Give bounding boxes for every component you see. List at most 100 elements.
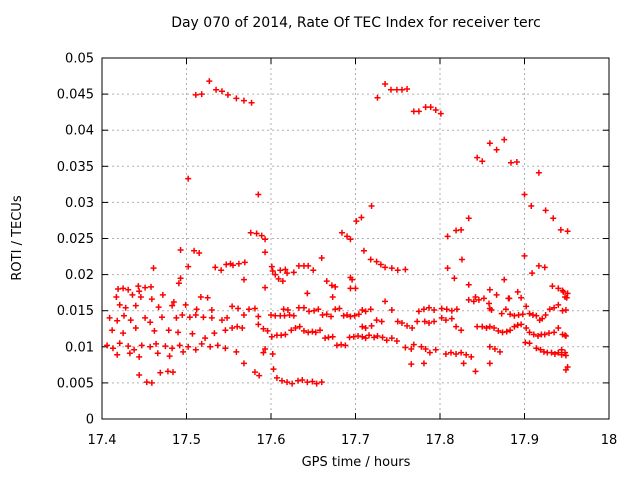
data-point (323, 311, 330, 318)
data-point (344, 312, 351, 319)
x-tick-label: 17.4 (88, 433, 117, 448)
data-point (213, 86, 220, 93)
data-point (523, 325, 530, 332)
data-point (310, 267, 317, 274)
data-point (300, 327, 307, 334)
data-point (562, 306, 569, 313)
data-point (453, 306, 460, 313)
data-point (175, 329, 182, 336)
data-point (562, 352, 569, 359)
data-point (562, 332, 569, 339)
data-point (208, 306, 215, 313)
data-point (175, 280, 182, 287)
data-point (192, 346, 199, 353)
data-point (299, 377, 306, 384)
data-point (472, 293, 479, 300)
data-point (234, 323, 241, 330)
data-point (382, 264, 389, 271)
data-point (404, 86, 411, 93)
data-point (142, 284, 149, 291)
data-point (120, 330, 127, 337)
data-point (198, 340, 205, 347)
data-point (120, 285, 127, 292)
data-point (311, 307, 318, 314)
data-point (229, 303, 236, 310)
data-point (197, 293, 204, 300)
data-point (132, 302, 139, 309)
data-point (132, 325, 139, 332)
data-point (422, 345, 429, 352)
data-point (402, 344, 409, 351)
data-point (150, 265, 157, 272)
data-point (458, 349, 465, 356)
data-point (442, 351, 449, 358)
data-point (240, 360, 247, 367)
data-point (151, 327, 158, 334)
data-point (154, 350, 161, 357)
y-tick-label: 0.01 (65, 340, 94, 355)
data-point (260, 349, 267, 356)
data-point (127, 317, 134, 324)
data-point (284, 270, 291, 277)
data-point (305, 262, 312, 269)
data-point (493, 291, 500, 298)
data-point (427, 104, 434, 111)
x-tick-label: 17.5 (172, 433, 201, 448)
y-tick-label: 0.04 (65, 124, 94, 139)
data-point (562, 349, 569, 356)
data-point (465, 296, 472, 303)
data-point (383, 337, 390, 344)
data-point (116, 340, 123, 347)
data-point (472, 368, 479, 375)
data-point (483, 325, 490, 332)
data-point (394, 267, 401, 274)
data-point (262, 284, 269, 291)
data-point (206, 78, 213, 85)
data-point (437, 110, 444, 117)
data-point (207, 343, 214, 350)
data-point (368, 322, 375, 329)
data-point (541, 331, 548, 338)
data-point (501, 136, 508, 143)
data-point (258, 232, 265, 239)
data-point (135, 283, 142, 290)
data-point (393, 338, 400, 345)
data-point (269, 351, 276, 358)
data-point (352, 285, 359, 292)
data-point (153, 340, 160, 347)
data-point (564, 290, 571, 297)
data-point (235, 305, 242, 312)
data-point (272, 312, 279, 319)
data-point (426, 349, 433, 356)
data-point (408, 361, 415, 368)
data-point (548, 349, 555, 356)
data-point (281, 312, 288, 319)
data-point (148, 283, 155, 290)
data-point (486, 300, 493, 307)
data-point (382, 80, 389, 87)
data-point (444, 233, 451, 240)
data-point (264, 327, 271, 334)
data-point (418, 343, 425, 350)
data-point (415, 308, 422, 315)
data-point (388, 335, 395, 342)
data-point (535, 262, 542, 269)
y-tick-label: 0.045 (57, 88, 94, 103)
y-tick-label: 0.005 (57, 376, 94, 391)
data-point (312, 329, 319, 336)
data-point (256, 372, 263, 379)
x-tick-label: 18 (601, 433, 618, 448)
data-point (173, 314, 180, 321)
data-point (336, 305, 343, 312)
data-point (359, 306, 366, 313)
data-point (200, 314, 207, 321)
data-point (379, 334, 386, 341)
data-point (507, 327, 514, 334)
y-tick-label: 0.015 (57, 304, 94, 319)
data-point (177, 275, 184, 282)
data-point (404, 322, 411, 329)
data-point (278, 377, 285, 384)
y-tick-label: 0.035 (57, 160, 94, 175)
data-point (367, 256, 374, 263)
